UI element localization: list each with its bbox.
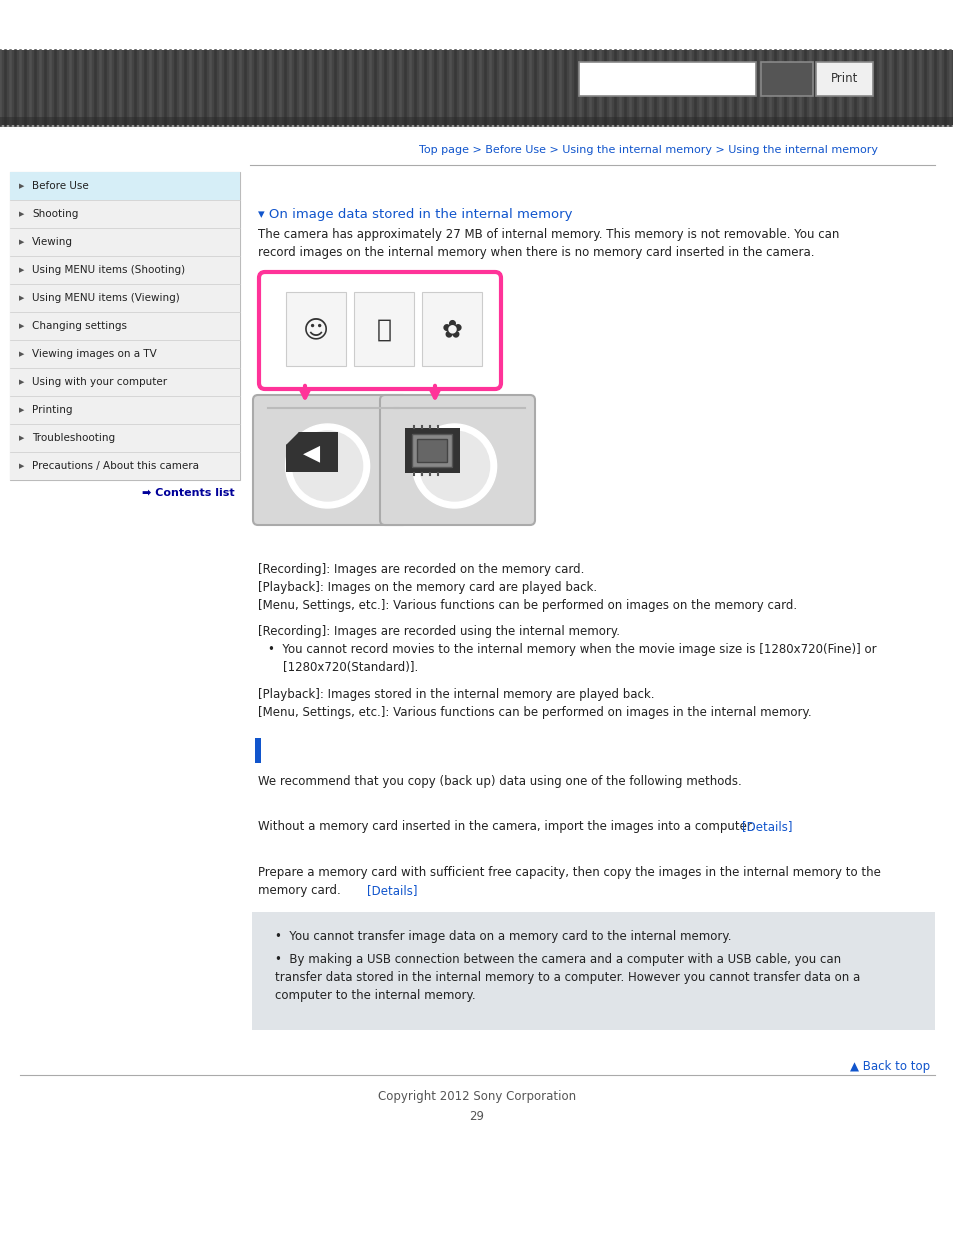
- Text: Shooting: Shooting: [32, 209, 78, 219]
- Text: Changing settings: Changing settings: [32, 321, 127, 331]
- Text: [Recording]: Images are recorded on the memory card.
[Playback]: Images on the m: [Recording]: Images are recorded on the …: [257, 563, 797, 613]
- Text: Without a memory card inserted in the camera, import the images into a computer.: Without a memory card inserted in the ca…: [257, 820, 754, 832]
- Circle shape: [285, 424, 369, 508]
- Text: ▶: ▶: [19, 408, 25, 412]
- FancyBboxPatch shape: [286, 291, 346, 366]
- FancyBboxPatch shape: [578, 62, 755, 96]
- FancyBboxPatch shape: [760, 62, 812, 96]
- FancyBboxPatch shape: [10, 172, 240, 480]
- Text: Printing: Printing: [32, 405, 72, 415]
- FancyBboxPatch shape: [252, 911, 934, 1030]
- Text: ▶: ▶: [19, 183, 25, 189]
- FancyBboxPatch shape: [258, 272, 500, 389]
- Text: Prepare a memory card with sufficient free capacity, then copy the images in the: Prepare a memory card with sufficient fr…: [257, 866, 880, 897]
- Text: ◀: ◀: [303, 443, 320, 463]
- Text: ▶: ▶: [19, 379, 25, 385]
- FancyBboxPatch shape: [10, 424, 240, 452]
- Circle shape: [293, 431, 362, 501]
- Text: [Details]: [Details]: [741, 820, 792, 832]
- FancyBboxPatch shape: [254, 739, 261, 763]
- Text: ▶: ▶: [19, 267, 25, 273]
- Text: Before Use: Before Use: [32, 182, 89, 191]
- Text: ▶: ▶: [19, 435, 25, 441]
- Text: ▶: ▶: [19, 211, 25, 217]
- Text: Viewing: Viewing: [32, 237, 73, 247]
- Text: [Playback]: Images stored in the internal memory are played back.
[Menu, Setting: [Playback]: Images stored in the interna…: [257, 688, 811, 719]
- Text: •  You cannot record movies to the internal memory when the movie image size is : • You cannot record movies to the intern…: [268, 643, 876, 674]
- Text: ▶: ▶: [19, 240, 25, 245]
- Text: Troubleshooting: Troubleshooting: [32, 433, 115, 443]
- Text: Using with your computer: Using with your computer: [32, 377, 167, 387]
- Text: ✿: ✿: [441, 317, 462, 342]
- FancyBboxPatch shape: [10, 396, 240, 424]
- FancyBboxPatch shape: [10, 284, 240, 312]
- FancyBboxPatch shape: [421, 291, 481, 366]
- Text: •  You cannot transfer image data on a memory card to the internal memory.: • You cannot transfer image data on a me…: [274, 930, 731, 944]
- Text: ➡ Contents list: ➡ Contents list: [142, 488, 234, 498]
- FancyBboxPatch shape: [10, 172, 240, 200]
- Text: [Recording]: Images are recorded using the internal memory.: [Recording]: Images are recorded using t…: [257, 625, 619, 638]
- Text: •  By making a USB connection between the camera and a computer with a USB cable: • By making a USB connection between the…: [274, 953, 860, 1002]
- Text: 29: 29: [469, 1110, 484, 1123]
- Text: ▶: ▶: [19, 351, 25, 357]
- FancyBboxPatch shape: [10, 452, 240, 480]
- Text: ▶: ▶: [19, 463, 25, 469]
- Text: Print: Print: [830, 73, 858, 85]
- FancyBboxPatch shape: [10, 312, 240, 340]
- Text: ☺: ☺: [303, 317, 329, 342]
- Text: ▶: ▶: [19, 295, 25, 301]
- FancyBboxPatch shape: [10, 340, 240, 368]
- Text: Using MENU items (Viewing): Using MENU items (Viewing): [32, 293, 179, 303]
- FancyBboxPatch shape: [0, 49, 953, 125]
- FancyBboxPatch shape: [286, 432, 337, 472]
- Circle shape: [419, 431, 489, 501]
- FancyBboxPatch shape: [10, 368, 240, 396]
- FancyBboxPatch shape: [379, 395, 535, 525]
- FancyBboxPatch shape: [10, 200, 240, 228]
- FancyBboxPatch shape: [253, 395, 408, 525]
- Text: ▲ Back to top: ▲ Back to top: [849, 1060, 929, 1073]
- Text: ▾ On image data stored in the internal memory: ▾ On image data stored in the internal m…: [257, 207, 572, 221]
- FancyBboxPatch shape: [10, 228, 240, 256]
- Text: 🚶: 🚶: [376, 317, 391, 342]
- FancyBboxPatch shape: [0, 117, 953, 127]
- Text: ▶: ▶: [19, 324, 25, 329]
- Circle shape: [412, 424, 497, 508]
- FancyBboxPatch shape: [10, 256, 240, 284]
- Text: Copyright 2012 Sony Corporation: Copyright 2012 Sony Corporation: [377, 1091, 576, 1103]
- Text: Precautions / About this camera: Precautions / About this camera: [32, 461, 199, 471]
- FancyBboxPatch shape: [815, 62, 872, 96]
- FancyBboxPatch shape: [412, 433, 452, 467]
- Text: Viewing images on a TV: Viewing images on a TV: [32, 350, 156, 359]
- FancyBboxPatch shape: [416, 438, 447, 462]
- Polygon shape: [286, 432, 297, 445]
- Text: Using MENU items (Shooting): Using MENU items (Shooting): [32, 266, 185, 275]
- FancyBboxPatch shape: [354, 291, 414, 366]
- Text: The camera has approximately 27 MB of internal memory. This memory is not remova: The camera has approximately 27 MB of in…: [257, 228, 839, 259]
- Text: We recommend that you copy (back up) data using one of the following methods.: We recommend that you copy (back up) dat…: [257, 776, 741, 788]
- FancyBboxPatch shape: [405, 429, 459, 473]
- Text: Top page > Before Use > Using the internal memory > Using the internal memory: Top page > Before Use > Using the intern…: [418, 144, 877, 156]
- Text: [Details]: [Details]: [367, 884, 417, 897]
